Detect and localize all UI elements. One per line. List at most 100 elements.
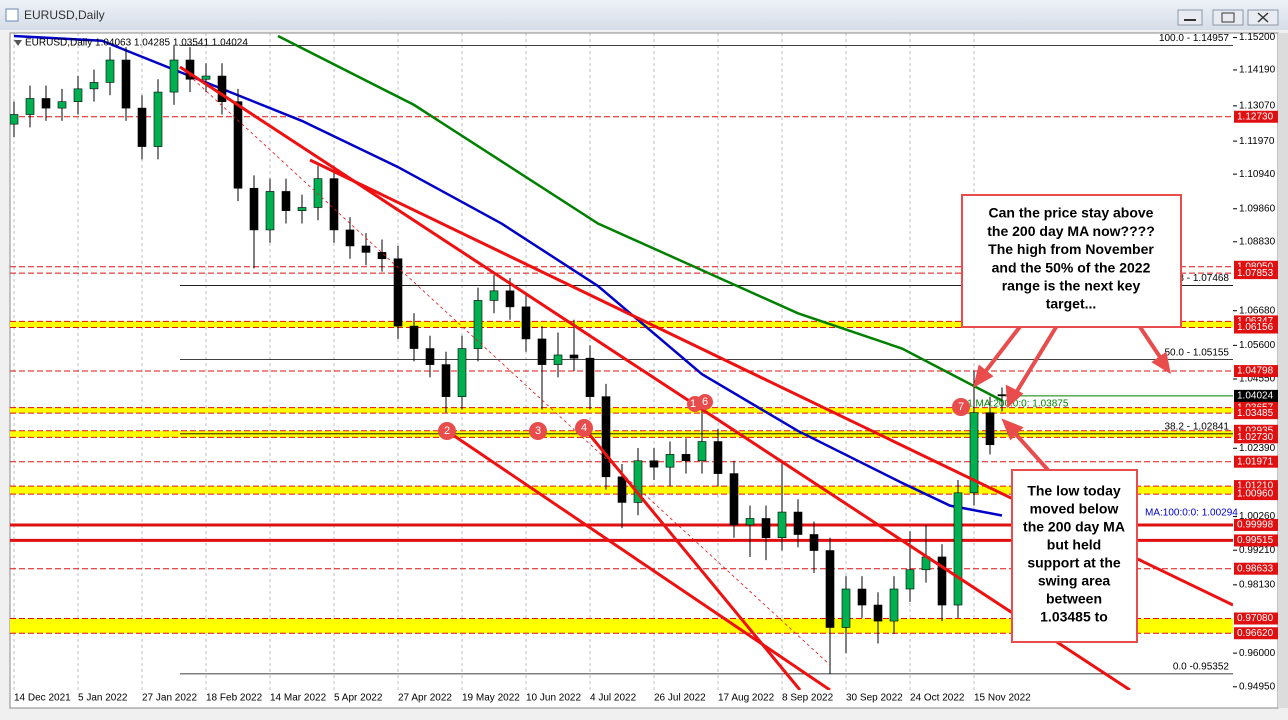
candle-body (441, 364, 451, 397)
price-tag-label: 1.04798 (1237, 366, 1274, 377)
annotation-text: the 200 day MA (1023, 519, 1125, 535)
y-tick-label: 1.10940 (1239, 169, 1276, 180)
candle-body (505, 290, 515, 308)
maximize-button[interactable] (1212, 9, 1244, 26)
candle-body (809, 534, 819, 551)
price-tag (1234, 612, 1278, 625)
annotation-text: between (1046, 591, 1102, 607)
annotation-text: range is the next key (1002, 278, 1141, 294)
candle-body (409, 325, 419, 349)
candle-body (841, 588, 851, 628)
ma-line (277, 34, 1003, 402)
candle-body (329, 178, 339, 231)
annotation-text: but held (1047, 537, 1101, 553)
price-tag-label: 1.07853 (1237, 268, 1274, 279)
annotation-text: Can the price stay above (989, 205, 1154, 221)
candle-body (729, 473, 739, 526)
candle-body (521, 306, 531, 340)
window-buttons[interactable] (1177, 9, 1279, 26)
candle-body (537, 338, 547, 365)
last-price-tag (1234, 389, 1278, 402)
price-tag-label: 1.03485 (1237, 408, 1274, 419)
candle-body (777, 511, 787, 539)
y-tick-label: 1.14190 (1239, 65, 1276, 76)
annotation-text: The low today (1027, 483, 1121, 499)
price-tag-label: 1.02730 (1237, 432, 1274, 443)
y-tick-label: 1.09860 (1239, 203, 1276, 214)
candle-body (41, 98, 51, 109)
candle-body (585, 357, 595, 397)
candle-body (761, 518, 771, 539)
x-tick-label: 10 Jun 2022 (526, 693, 581, 704)
marker (575, 419, 593, 437)
candle-body (425, 348, 435, 365)
candle-body (297, 207, 307, 211)
y-tick-label: 1.04550 (1239, 374, 1276, 385)
candle-body (745, 518, 755, 526)
fib-label: 61.8 - 1.07468 (1165, 273, 1230, 284)
title-bar (0, 0, 1288, 30)
candle-body (153, 91, 163, 147)
candle-body (281, 191, 291, 211)
fib-label: 100.0 - 1.14957 (1159, 33, 1229, 44)
chart-header: EURUSD,Daily 1.04063 1.04285 1.03541 1.0… (25, 38, 248, 49)
price-tag-label: 0.99515 (1237, 535, 1274, 546)
candle-body (121, 59, 131, 109)
zone (10, 407, 1233, 414)
candle-body (89, 82, 99, 90)
candle-body (457, 348, 467, 397)
price-tag (1234, 365, 1278, 378)
annotation-arrows (972, 322, 1171, 472)
scrollbar[interactable] (1278, 33, 1288, 708)
candle-body (553, 354, 563, 365)
candle-body (889, 588, 899, 622)
minimize-button[interactable] (1177, 9, 1203, 26)
candle-body (873, 604, 883, 622)
candle-body (393, 258, 403, 327)
zone (10, 321, 1233, 328)
header-icon (14, 40, 22, 46)
candle-body (969, 412, 979, 494)
y-tick-label: 1.02390 (1239, 443, 1276, 454)
x-tick-label: 24 Oct 2022 (910, 693, 965, 704)
overlay: 1 6 2 3 4 7 Can the price stay above the … (179, 65, 1233, 690)
price-tag (1234, 488, 1278, 501)
marker (529, 422, 547, 440)
y-tick-label: 0.98130 (1239, 579, 1276, 590)
candle-body (313, 178, 323, 208)
marker-label: 2 (444, 425, 450, 437)
candle-body (377, 252, 387, 260)
candle-body (233, 101, 243, 189)
price-tag (1234, 110, 1278, 123)
candle-body (201, 75, 211, 80)
candle-body (169, 59, 179, 93)
x-tick-label: 15 Nov 2022 (974, 693, 1031, 704)
trend-line (582, 427, 802, 690)
swing-markers: 1 6 2 3 4 7 (438, 394, 970, 440)
candle-body (73, 88, 83, 102)
price-tag-label: 0.97080 (1237, 613, 1274, 624)
price-tag-label: 0.98633 (1237, 563, 1274, 574)
candle-body (249, 187, 259, 231)
marker (438, 422, 456, 440)
price-tag (1234, 534, 1278, 547)
price-tag-label: 1.01971 (1237, 456, 1274, 467)
price-tag-label: 1.12730 (1237, 111, 1274, 122)
annotation-text: The high from November (988, 241, 1154, 257)
x-tick-label: 14 Mar 2022 (270, 693, 327, 704)
price-tag-label: 1.01210 (1237, 481, 1274, 492)
candle-body (633, 460, 643, 503)
annotation-text: moved below (1030, 501, 1119, 517)
x-tick-label: 8 Sep 2022 (782, 693, 834, 704)
candle-body (489, 290, 499, 301)
zone (10, 618, 1233, 634)
x-tick-label: 27 Jan 2022 (142, 693, 197, 704)
candle-body (825, 550, 835, 628)
annotation-box (1011, 469, 1138, 643)
price-tag (1234, 267, 1278, 280)
candle-body (953, 492, 963, 606)
candle-body (937, 556, 947, 606)
price-tag (1234, 627, 1278, 640)
window-title: EURUSD,Daily (24, 8, 105, 22)
